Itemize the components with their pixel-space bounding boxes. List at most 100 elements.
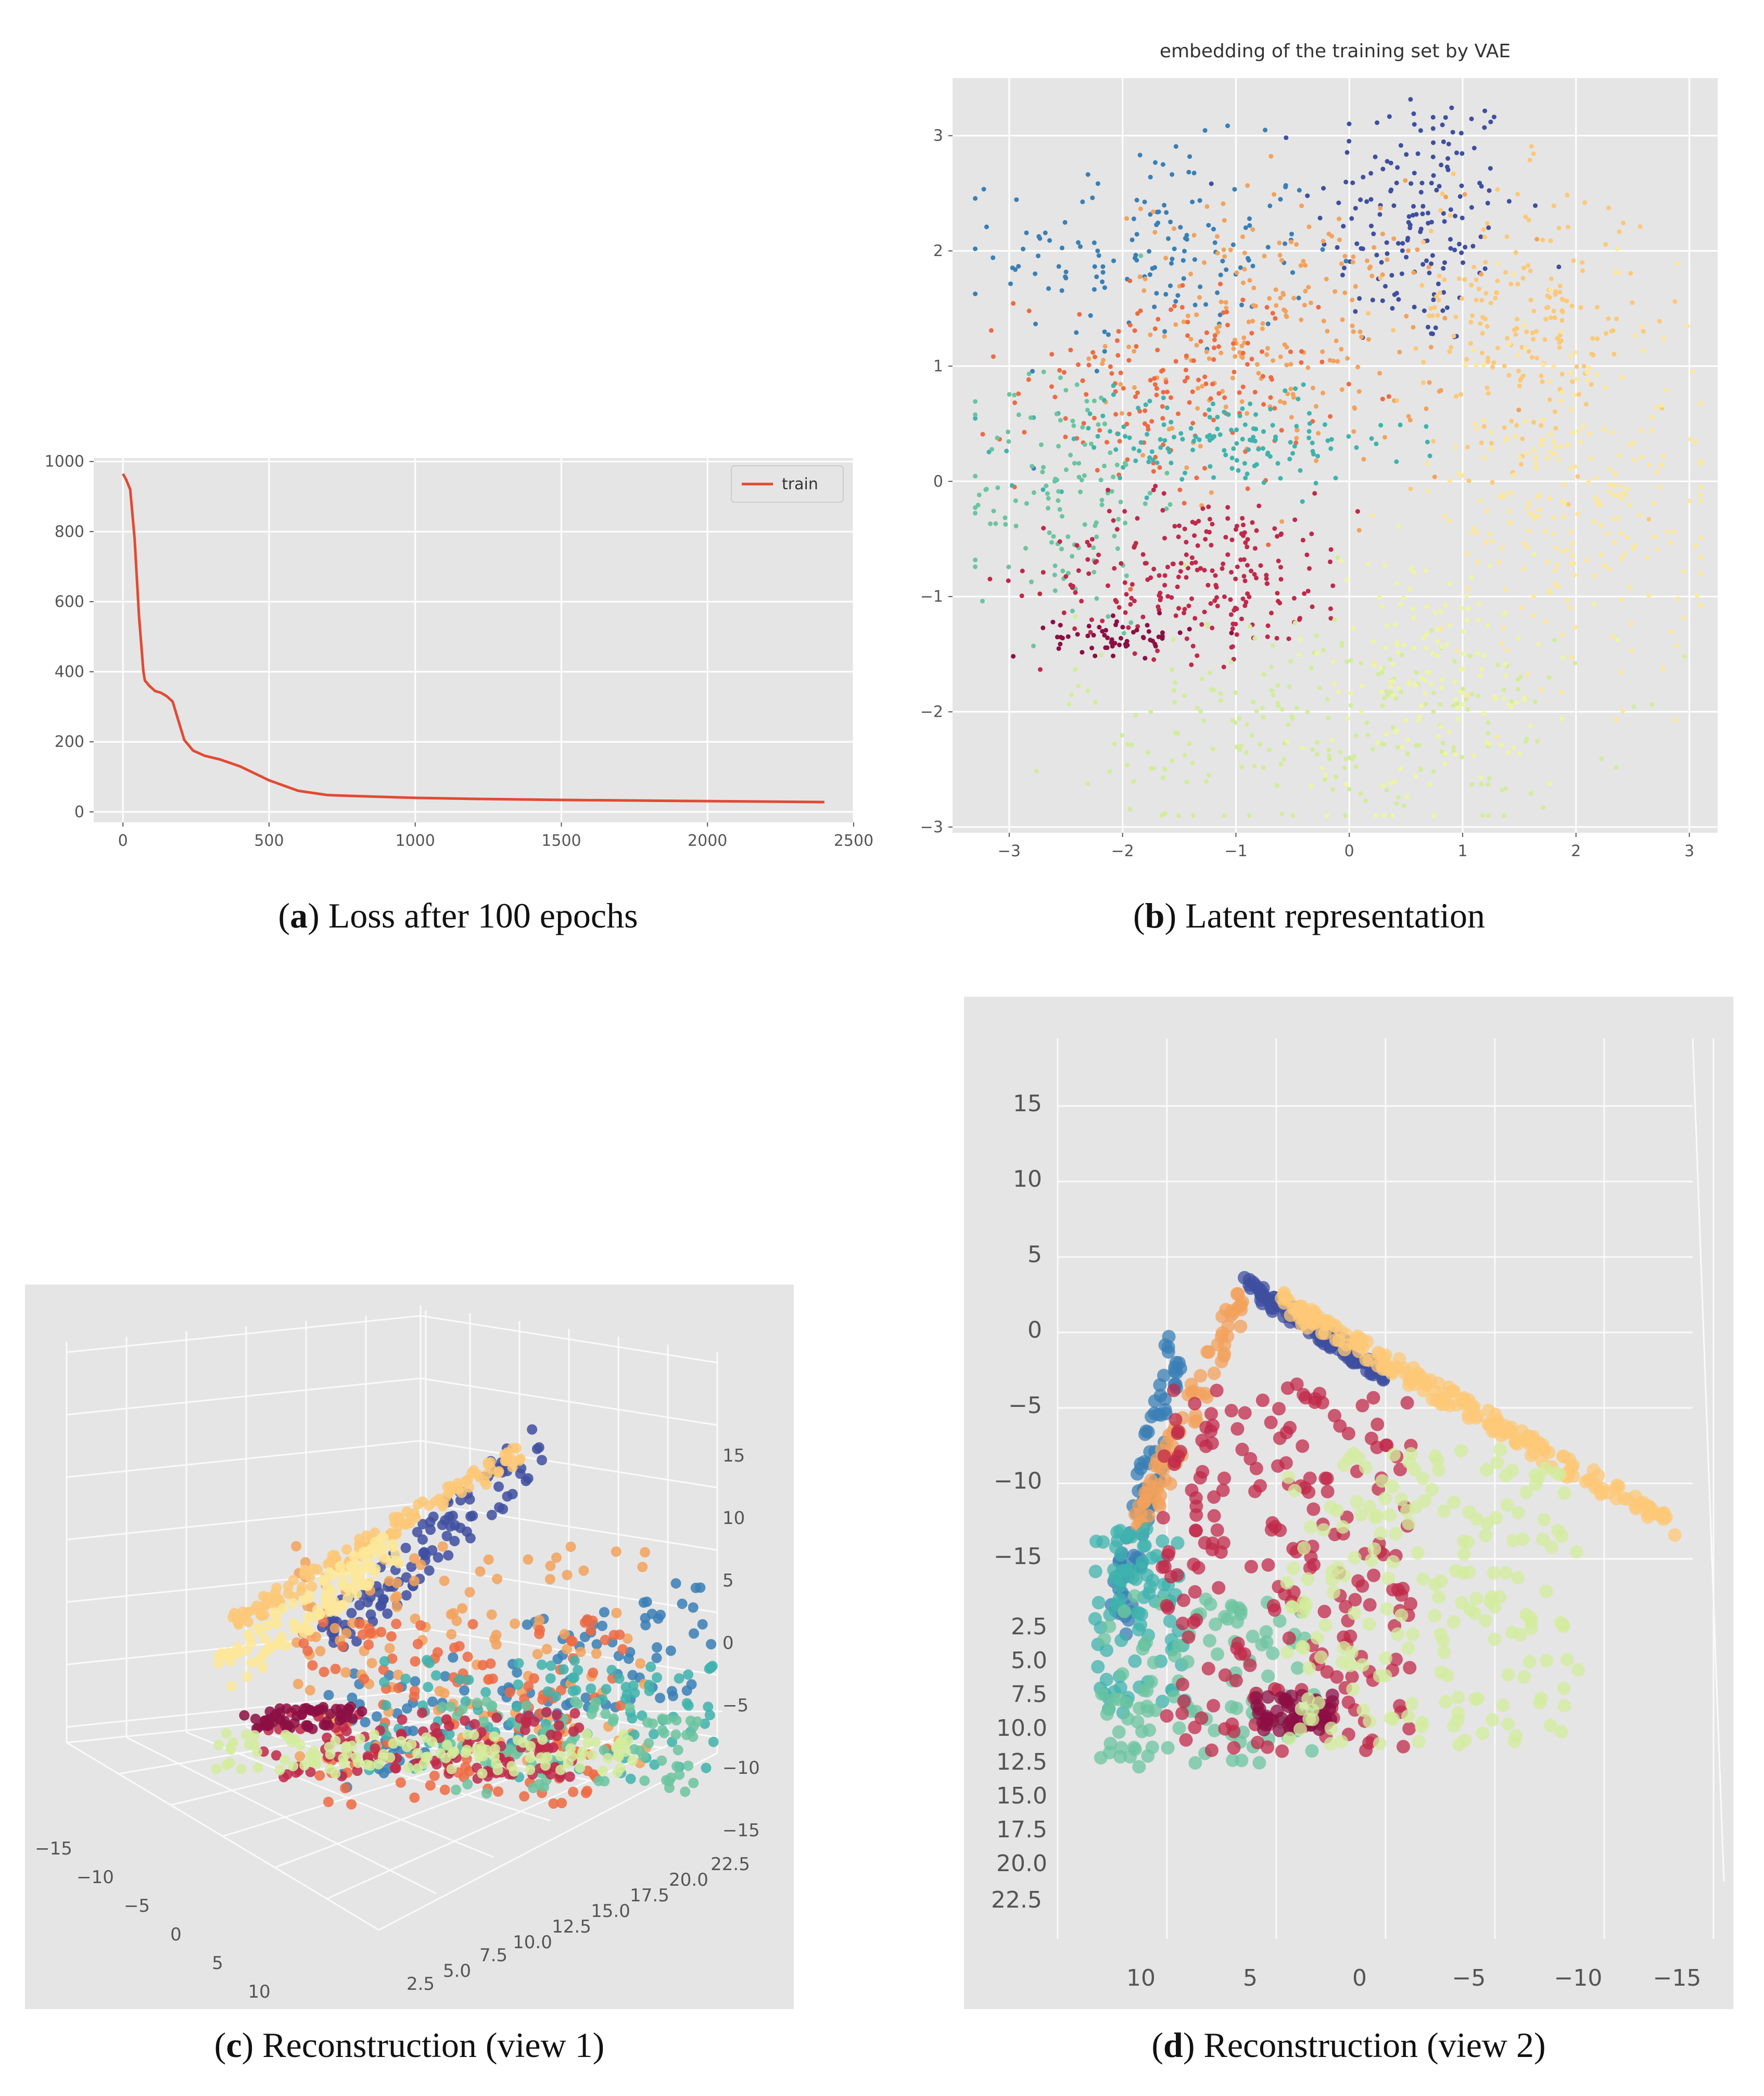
data-point	[1176, 534, 1181, 539]
data-point	[1362, 1617, 1376, 1631]
data-point	[1401, 1641, 1415, 1655]
data-point	[1087, 411, 1093, 416]
data-point	[1215, 290, 1220, 295]
data-point	[1469, 530, 1474, 536]
data-point	[1267, 747, 1272, 753]
data-point	[1171, 637, 1176, 642]
data-point	[1296, 397, 1301, 402]
data-point	[1332, 617, 1337, 623]
data-point	[1454, 150, 1459, 156]
data-point	[1553, 581, 1558, 587]
data-point	[1516, 369, 1521, 374]
data-point	[1452, 680, 1457, 685]
data-point	[1524, 736, 1529, 742]
data-point	[1455, 1596, 1469, 1610]
data-point	[1330, 583, 1336, 588]
data-point	[1233, 576, 1238, 581]
data-point	[1519, 376, 1524, 381]
data-point	[1421, 360, 1426, 365]
data-point	[1526, 500, 1531, 505]
data-point	[1437, 273, 1442, 278]
data-point	[1460, 215, 1465, 221]
data-point	[1200, 384, 1205, 389]
data-point	[1261, 765, 1266, 770]
data-point	[1100, 361, 1105, 366]
data-point	[341, 1628, 352, 1638]
data-point	[1438, 208, 1443, 213]
data-point	[1509, 1729, 1523, 1743]
data-point	[1486, 225, 1491, 230]
data-point	[1440, 644, 1445, 650]
data-point	[1480, 331, 1485, 336]
data-point	[1598, 523, 1603, 528]
data-point	[1264, 304, 1270, 310]
data-point	[1479, 781, 1484, 786]
data-point	[1132, 349, 1137, 354]
data-point	[1228, 597, 1233, 602]
data-point	[1328, 547, 1334, 552]
data-point	[1493, 1443, 1507, 1457]
data-point	[637, 1561, 648, 1572]
data-point	[1301, 1692, 1315, 1706]
data-point	[1181, 258, 1186, 263]
data-point	[1427, 270, 1432, 275]
data-point	[1459, 183, 1464, 188]
data-point	[1462, 192, 1467, 197]
data-point	[1446, 729, 1452, 734]
data-point	[1357, 296, 1362, 301]
x-tick-label: 0	[1344, 842, 1354, 860]
data-point	[1325, 438, 1330, 443]
data-point	[1328, 1408, 1341, 1422]
data-point	[1414, 670, 1419, 676]
data-point	[1512, 745, 1517, 750]
data-point	[1111, 518, 1116, 523]
data-point	[588, 1667, 599, 1678]
data-point	[1060, 245, 1064, 250]
data-point	[1395, 745, 1400, 750]
data-point	[1646, 517, 1652, 522]
data-point	[1320, 1471, 1334, 1485]
caption-d: (d) Reconstruction (view 2)	[1151, 2025, 1546, 2065]
data-point	[1321, 319, 1326, 324]
data-point	[1460, 151, 1465, 156]
data-point	[1384, 689, 1389, 694]
data-point	[1135, 390, 1140, 396]
data-point	[1452, 247, 1457, 252]
data-point	[1284, 135, 1289, 141]
data-point	[1358, 197, 1363, 202]
data-point	[1197, 198, 1202, 203]
data-point	[1292, 620, 1298, 626]
data-point	[1096, 1535, 1110, 1549]
data-point	[1325, 1688, 1339, 1703]
x-tick-label: −10	[77, 1867, 114, 1888]
data-point	[1156, 1534, 1170, 1548]
data-point	[1100, 629, 1105, 634]
data-point	[1172, 1721, 1186, 1735]
data-point	[1134, 344, 1139, 349]
data-point	[689, 1628, 699, 1639]
data-point	[1534, 355, 1540, 361]
data-point	[649, 1729, 659, 1739]
data-point	[1528, 297, 1533, 302]
data-point	[1547, 781, 1552, 786]
data-point	[1292, 1311, 1306, 1325]
data-point	[1229, 537, 1235, 542]
data-point	[1572, 350, 1578, 355]
data-point	[211, 1763, 222, 1774]
data-point	[1582, 1473, 1596, 1487]
data-point	[1150, 266, 1155, 271]
data-point	[1314, 1650, 1328, 1665]
data-point	[1223, 452, 1228, 458]
data-point	[1391, 679, 1396, 684]
data-point	[401, 1742, 412, 1752]
data-point	[1127, 1589, 1141, 1603]
data-point	[300, 1557, 311, 1568]
data-point	[1225, 1700, 1238, 1714]
data-point	[1099, 1672, 1113, 1686]
data-point	[1430, 253, 1435, 258]
data-point	[1489, 429, 1494, 435]
data-point	[1187, 741, 1192, 746]
data-point	[566, 1751, 577, 1762]
data-point	[1661, 336, 1666, 341]
data-point	[1269, 611, 1274, 616]
